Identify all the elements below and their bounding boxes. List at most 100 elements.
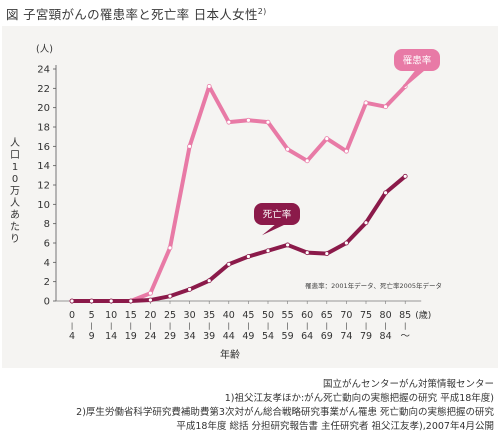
- incidence-label-box: [394, 49, 440, 71]
- data-point: [363, 100, 369, 106]
- y-tick-label: 22: [37, 84, 50, 95]
- x-tick-label-start: 45: [242, 310, 254, 321]
- x-tick-label-start: 75: [360, 310, 372, 321]
- x-tick-label-sep: |: [345, 322, 347, 330]
- footnote-ref-1: 1)祖父江友孝ほか:がん死亡動向の実態把握の研究 平成18年度): [224, 393, 494, 404]
- x-unit-label: (歳): [415, 309, 431, 321]
- data-point: [147, 290, 153, 296]
- x-tick-label-sep: |: [384, 322, 386, 330]
- data-point: [304, 158, 310, 164]
- x-tick-label-sep: |: [90, 322, 92, 330]
- mortality-label-text: 死亡率: [263, 209, 292, 221]
- x-tick-label-end: 84: [380, 331, 392, 342]
- x-tick-label-sep: |: [267, 322, 269, 330]
- chart-panel: 0 2 4 6 8 10 12 14 16 18 20 22 24 (人) 人口 1 0 万人あたり 0 | 4 5 | 9 1…: [2, 26, 498, 368]
- data-point: [343, 240, 349, 246]
- data-point: [304, 250, 310, 256]
- x-tick-label-sep: |: [130, 322, 132, 330]
- x-tick-label-start: 85: [399, 310, 411, 321]
- series-line-mortality: [70, 174, 408, 303]
- y-tick-label: 8: [44, 219, 50, 230]
- x-tick-label-sep: |: [208, 322, 210, 330]
- x-tick-label-end: 74: [340, 331, 352, 342]
- data-point: [187, 286, 193, 292]
- y-tick-label: 0: [44, 297, 50, 308]
- data-point: [383, 104, 389, 110]
- y-tick-label: 6: [44, 239, 50, 250]
- data-point: [89, 298, 94, 304]
- x-tick-label-sep: |: [365, 322, 367, 330]
- x-tick-label-end: 29: [164, 331, 176, 342]
- data-point: [245, 117, 251, 123]
- x-tick-label-end: 〜: [400, 331, 410, 342]
- figure-title: 図 子宮頸がんの罹患率と死亡率 日本人女性2): [6, 4, 267, 23]
- footnote-ref-2b: 平成18年度 総括 分担研究報告書 主任研究者 祖父江友孝),2007年4月公開: [176, 421, 494, 432]
- figure-title-text: 図 子宮頸がんの罹患率と死亡率 日本人女性: [6, 7, 258, 22]
- data-point: [206, 84, 212, 89]
- x-tick-label-sep: |: [247, 322, 249, 330]
- data-point: [265, 119, 271, 125]
- y-tick-label: 2: [44, 277, 50, 288]
- data-point: [128, 298, 134, 304]
- incidence-mortality-chart: 024681012141618202224(人)人口10万人あたり0|45|91…: [10, 44, 442, 361]
- x-tick-label-sep: |: [306, 322, 308, 330]
- mortality-label-pointer: [262, 225, 284, 236]
- x-tick-label-end: 59: [282, 331, 294, 342]
- x-tick-label-start: 80: [380, 310, 392, 321]
- y-axis-label-char: た: [10, 221, 20, 233]
- x-tick-label-start: 55: [282, 310, 294, 321]
- x-tick-label-end: 14: [105, 331, 117, 342]
- x-tick-label-sep: |: [404, 322, 406, 330]
- x-tick-label-start: 0: [69, 310, 75, 321]
- incidence-label-pointer: [395, 71, 424, 96]
- data-point: [187, 143, 193, 149]
- x-tick-label-end: 49: [242, 331, 254, 342]
- figure-title-ref: 2): [257, 6, 267, 16]
- incidence-label-text: 罹患率: [403, 55, 432, 67]
- x-tick-label-start: 50: [262, 310, 274, 321]
- x-tick-label-start: 30: [184, 310, 196, 321]
- x-tick-label-end: 19: [125, 331, 137, 342]
- x-tick-label-start: 15: [125, 310, 137, 321]
- y-unit-label: (人): [36, 44, 53, 55]
- y-tick-label: 20: [37, 103, 50, 114]
- data-point: [167, 293, 173, 299]
- x-tick-label-start: 20: [144, 310, 156, 321]
- x-tick-label-end: 9: [89, 331, 95, 342]
- y-axis-label-char: 0: [12, 174, 18, 185]
- data-point: [226, 119, 232, 125]
- data-point: [167, 245, 173, 251]
- data-point: [226, 261, 232, 267]
- y-tick-label: 4: [44, 258, 50, 269]
- x-tick-label-start: 25: [164, 310, 176, 321]
- x-tick-label-end: 44: [223, 331, 235, 342]
- data-point: [324, 251, 330, 257]
- data-point: [324, 136, 330, 141]
- data-point: [69, 298, 75, 304]
- x-tick-label-start: 10: [105, 310, 117, 321]
- y-axis-label-char: り: [10, 233, 20, 245]
- y-axis-label-char: 口: [10, 150, 20, 161]
- footnote-ref-2a: 2)厚生労働省科学研究費補助費第3次対がん総合戦略研究事業がん罹患 死亡動向の実…: [76, 407, 494, 418]
- y-axis-label-char: あ: [10, 209, 20, 221]
- x-tick-label-sep: |: [110, 322, 112, 330]
- x-tick-label-sep: |: [188, 322, 190, 330]
- data-point: [285, 242, 291, 248]
- y-axis-label-char: 人: [10, 197, 20, 209]
- x-tick-label-end: 69: [321, 331, 333, 342]
- x-tick-label-sep: |: [326, 322, 328, 330]
- x-tick-label-end: 54: [262, 331, 274, 342]
- x-tick-label-start: 40: [223, 310, 235, 321]
- y-tick-label: 10: [37, 200, 50, 211]
- y-axis-label-char: 人: [10, 137, 20, 149]
- data-point: [363, 220, 369, 226]
- y-tick-label: 24: [37, 65, 50, 76]
- x-tick-label-sep: |: [71, 322, 73, 330]
- x-tick-label-sep: |: [228, 322, 230, 330]
- x-tick-label-end: 64: [301, 331, 313, 342]
- x-tick-label-start: 70: [340, 310, 352, 321]
- x-tick-label-sep: |: [169, 322, 171, 330]
- data-point: [206, 278, 212, 284]
- x-tick-label-end: 24: [144, 331, 156, 342]
- x-tick-label-sep: |: [286, 322, 288, 330]
